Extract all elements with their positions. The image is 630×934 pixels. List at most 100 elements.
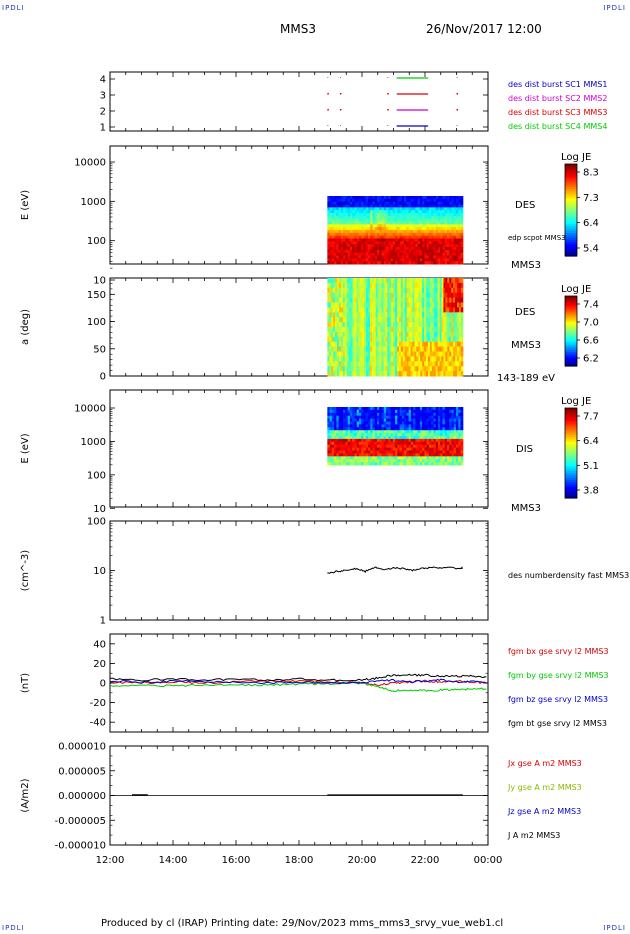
dis-energy-colorbar-tick-label: 3.8 [583, 486, 599, 497]
dis-energy-cell [397, 453, 401, 457]
pitch-angle-cell [433, 317, 437, 323]
dis-energy-cell [381, 456, 385, 460]
dis-energy-cell [361, 447, 364, 451]
dis-energy-cell [458, 456, 462, 460]
dis-energy-cell [406, 421, 410, 425]
des-energy-cell [413, 221, 416, 225]
dis-energy-cell [356, 438, 360, 443]
dis-energy-cell [347, 433, 351, 437]
dis-energy-cell [340, 427, 344, 431]
des-energy-cell [444, 249, 448, 254]
dis-energy-cell [377, 424, 380, 428]
dis-energy-cell [334, 424, 337, 428]
dis-energy-cell [435, 430, 439, 434]
des-energy-colorbar-segment [565, 196, 577, 200]
pitch-angle-cell [451, 322, 454, 328]
pitch-angle-cell [420, 302, 423, 308]
pitch-angle-cell [402, 287, 406, 294]
des-energy-cell [435, 198, 439, 203]
des-energy-cell [354, 227, 358, 231]
dis-energy-cell [334, 447, 337, 451]
des-energy-cell [329, 218, 333, 222]
dis-energy-cell [372, 450, 376, 454]
dis-energy-cell [386, 436, 389, 440]
pitch-angle-cell [416, 341, 419, 348]
des-energy-cell [347, 224, 351, 228]
des-energy-cell [451, 232, 455, 237]
pitch-angle-cell [331, 322, 334, 328]
des-energy-cell [442, 204, 446, 208]
pitch-angle-cell [406, 346, 410, 352]
dis-energy-cell [381, 424, 385, 428]
pitch-angle-cell [402, 361, 406, 367]
des-energy-cell [397, 218, 401, 222]
dis-energy-cell [392, 438, 396, 443]
des-energy-cell [381, 258, 385, 262]
dis-energy-cell [327, 421, 331, 425]
pitch-angle-cell [389, 327, 392, 333]
pitch-angle-cell [371, 346, 375, 352]
des-energy-cell [377, 227, 380, 231]
pitch-angle-colorbar-segment [565, 308, 577, 311]
dis-energy-cell [347, 456, 351, 460]
des-energy-cell [377, 207, 380, 211]
des-energy-cell [372, 198, 376, 203]
pitch-angle-cell [379, 336, 383, 343]
pitch-angle-cell [441, 331, 444, 338]
pitch-angle-cell [408, 292, 412, 299]
dis-energy-cell [451, 456, 455, 460]
pitch-angle-cell [435, 287, 439, 294]
pitch-angle-cell [456, 341, 460, 348]
pitch-angle-cell [375, 282, 379, 289]
pitch-angle-energy-range: 143-189 eV [497, 373, 555, 384]
pitch-angle-cell [369, 312, 373, 318]
pitch-angle-cell [455, 287, 458, 294]
pitch-angle-cell [397, 317, 400, 323]
pitch-angle-cell [337, 346, 340, 352]
pitch-angle-cell [410, 297, 413, 303]
des-energy-cell [408, 258, 412, 262]
pitch-angle-cell [441, 361, 444, 367]
des-energy-cell [444, 224, 448, 228]
dis-energy-cell [426, 436, 430, 440]
pitch-angle-cell [387, 361, 390, 367]
des-energy-cell [329, 241, 333, 245]
dis-energy-cell [442, 444, 446, 449]
pitch-angle-cell [429, 317, 433, 323]
dis-energy-cell [370, 456, 373, 460]
dis-energy-cell [381, 421, 385, 425]
pitch-angle-cell [408, 278, 412, 284]
des-energy-cell [460, 235, 464, 239]
dis-energy-cell [365, 444, 369, 449]
des-energy-cell [343, 232, 346, 237]
des-energy-cell [428, 221, 432, 225]
pitch-angle-cell [414, 356, 417, 362]
pitch-angle-cell [371, 336, 375, 343]
pitch-angle-cell [338, 297, 342, 303]
des-energy-cell [340, 215, 344, 220]
dis-energy-cell [419, 424, 423, 428]
pitch-angle-cell [424, 282, 427, 289]
pitch-angle-cell [329, 356, 332, 362]
pitch-angle-cell [429, 366, 433, 372]
des-energy-cell [370, 232, 373, 237]
des-energy-cell [334, 255, 337, 259]
des-energy-cell [392, 249, 396, 254]
pitch-angle-cell [429, 287, 433, 294]
pitch-angle-cell [458, 327, 462, 333]
pitch-angle-cell [350, 366, 354, 372]
dis-energy-cell [397, 438, 401, 443]
des-energy-cell [415, 198, 419, 203]
pitch-angle-cell [340, 317, 344, 323]
des-energy-cell [435, 224, 439, 228]
dis-energy-colorbar-segment [565, 486, 577, 490]
dis-energy-cell [395, 436, 398, 440]
pitch-angle-cell [354, 302, 357, 308]
dis-energy-cell [372, 438, 376, 443]
pitch-angle-cell [441, 322, 444, 328]
des-energy-cell [367, 247, 371, 251]
des-energy-cell [453, 249, 457, 254]
pitch-angle-cell [418, 287, 421, 294]
pitch-angle-cell [412, 331, 415, 338]
dis-energy-cell [431, 462, 434, 466]
